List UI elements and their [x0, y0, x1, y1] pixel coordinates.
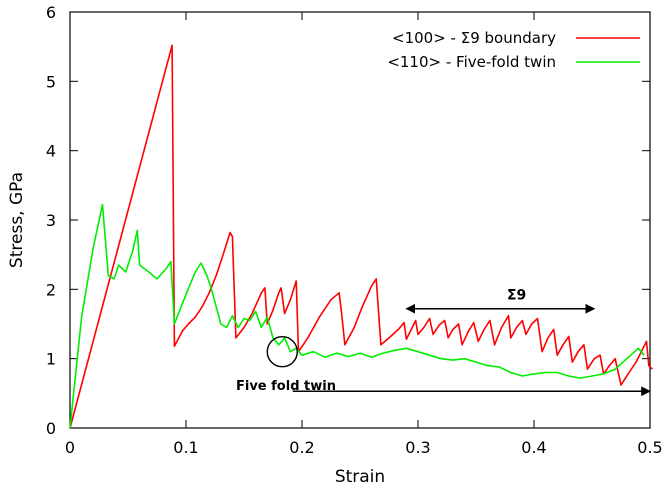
y-axis-label: Stress, GPa: [7, 172, 27, 268]
y-tick-label: 1: [46, 350, 56, 369]
legend-label: <100> - Σ9 boundary: [392, 29, 556, 47]
five-fold-twin-circle: [266, 336, 298, 368]
x-axis-label: Strain: [335, 467, 385, 487]
legend-label: <110> - Five-fold twin: [387, 53, 556, 71]
legend: <100> - Σ9 boundary <110> - Five-fold twi…: [387, 29, 640, 71]
five-fold-twin-label: Five fold twin: [236, 379, 336, 394]
sigma9-label: Σ9: [507, 288, 526, 304]
y-tick-label: 2: [46, 280, 56, 299]
axis-ticks: 0 0.1 0.2 0.3 0.4 0.5 0 1 2 3 4 5 6: [46, 3, 663, 457]
x-tick-label: 0.5: [637, 438, 662, 457]
plot-border: [69, 11, 651, 429]
x-tick-label: 0.4: [521, 438, 546, 457]
y-tick-label: 3: [46, 211, 56, 230]
x-tick-label: 0: [65, 438, 75, 457]
y-tick-label: 6: [46, 3, 56, 22]
data-series: [69, 44, 653, 429]
series-line-five-fold-twin: [69, 203, 645, 429]
x-tick-label: 0.3: [405, 438, 430, 457]
y-tick-label: 0: [46, 419, 56, 438]
plot-frame: [69, 11, 651, 429]
annotations: Five fold twin Σ9: [236, 288, 651, 397]
x-tick-label: 0.2: [289, 438, 314, 457]
y-tick-label: 4: [46, 142, 56, 161]
series-line-sigma9-boundary: [69, 44, 653, 429]
y-tick-label: 5: [46, 72, 56, 91]
x-tick-label: 0.1: [173, 438, 198, 457]
